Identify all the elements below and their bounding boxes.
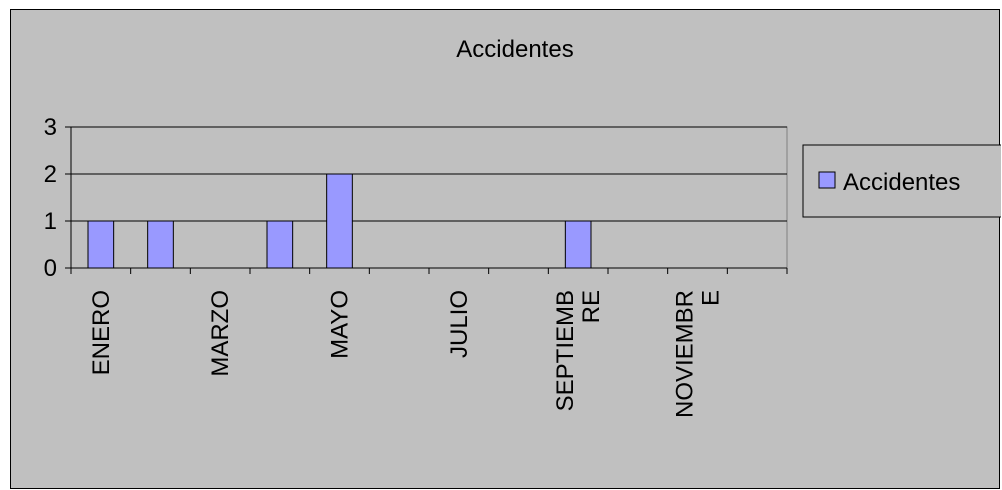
chart-title: Accidentes [456, 36, 573, 63]
category-label: RE [578, 290, 605, 323]
y-tick-label: 2 [44, 161, 57, 188]
bar [326, 173, 353, 269]
chart-area: Accidentes 0 1 2 3 ENERO MARZO MAYO JULIO SEPTIE… [10, 9, 1001, 489]
legend-swatch [818, 171, 836, 189]
legend-label: Accidentes [843, 169, 960, 196]
plot-area [70, 126, 788, 269]
category-label: NOVIEMBR [672, 290, 699, 418]
category-label: SEPTIEMB [552, 290, 579, 411]
category-label: MARZO [207, 290, 234, 377]
legend-box [802, 144, 1001, 218]
y-tick-label: 1 [44, 208, 57, 235]
category-label: ENERO [88, 290, 115, 375]
category-label: JULIO [446, 290, 473, 358]
bar-chart: Accidentes 0 1 2 3 ENERO MARZO MAYO JULIO SEPTIE… [44, 36, 1001, 418]
category-label: E [698, 290, 725, 306]
bar [564, 220, 592, 269]
category-label: MAYO [327, 290, 354, 359]
bar [266, 220, 294, 269]
bar [147, 220, 174, 269]
y-tick-label: 3 [44, 114, 57, 141]
bar [87, 220, 115, 269]
y-tick-label: 0 [44, 255, 57, 282]
